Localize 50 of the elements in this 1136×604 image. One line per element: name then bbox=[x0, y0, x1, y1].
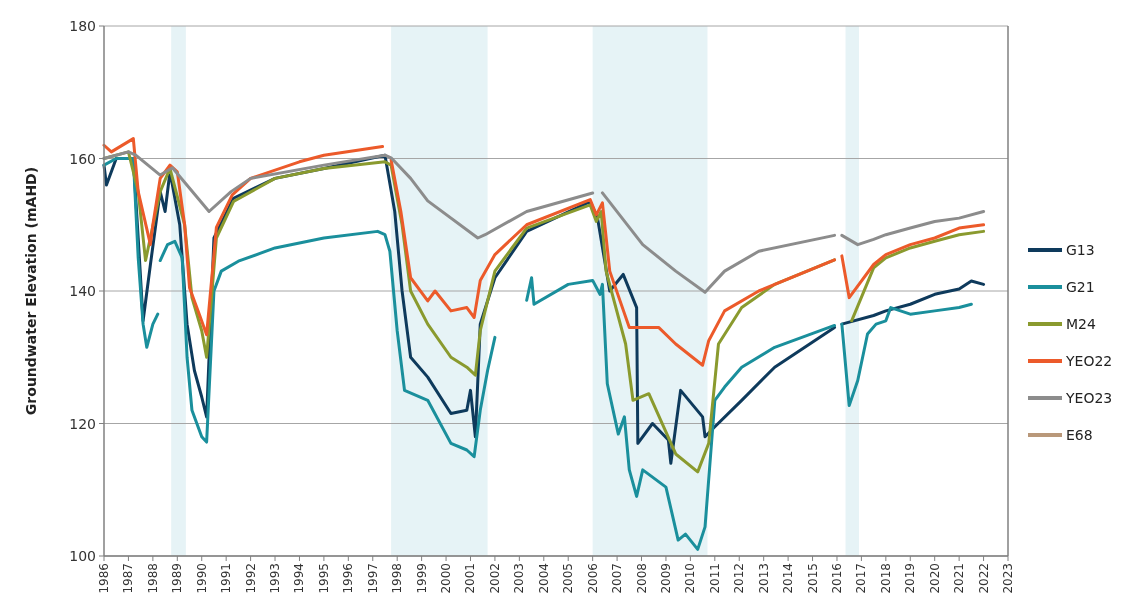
y-tick-label: 140 bbox=[69, 283, 96, 299]
x-tick-label: 1996 bbox=[341, 563, 356, 594]
x-tick-label: 2021 bbox=[952, 563, 967, 594]
x-tick-label: 2006 bbox=[585, 563, 600, 594]
x-tick-label: 2023 bbox=[1001, 563, 1015, 594]
y-tick-label: 160 bbox=[69, 150, 96, 167]
x-tick-label: 2010 bbox=[683, 563, 698, 594]
legend-label: YEO23 bbox=[1065, 390, 1113, 406]
x-tick-label: 1988 bbox=[145, 563, 160, 594]
x-tick-label: 1995 bbox=[316, 563, 331, 594]
x-tick-label: 1990 bbox=[194, 563, 209, 594]
x-tick-label: 2020 bbox=[927, 563, 942, 594]
y-tick-label: 120 bbox=[69, 415, 96, 432]
x-tick-label: 2013 bbox=[756, 563, 771, 594]
x-tick-label: 2002 bbox=[487, 563, 502, 594]
x-tick-label: 2004 bbox=[536, 563, 551, 594]
x-tick-label: 2000 bbox=[439, 563, 454, 594]
y-tick-label: 180 bbox=[69, 18, 96, 34]
legend-label: G21 bbox=[1066, 279, 1095, 295]
x-tick-label: 1997 bbox=[365, 563, 380, 594]
x-tick-label: 1998 bbox=[390, 563, 405, 594]
x-tick-label: 2015 bbox=[805, 563, 820, 594]
x-tick-label: 2005 bbox=[561, 563, 576, 594]
legend-label: M24 bbox=[1066, 316, 1096, 332]
x-tick-label: 2017 bbox=[854, 563, 869, 594]
x-tick-label: 1999 bbox=[414, 563, 429, 594]
x-tick-label: 1993 bbox=[268, 563, 283, 594]
x-tick-label: 2022 bbox=[976, 563, 991, 594]
legend-label: YEO22 bbox=[1065, 353, 1113, 369]
x-tick-label: 1991 bbox=[219, 563, 234, 594]
x-tick-label: 1992 bbox=[243, 563, 258, 594]
y-axis-title: Groundwater Elevation (mAHD) bbox=[23, 166, 39, 416]
x-tick-label: 2011 bbox=[707, 563, 722, 594]
y-tick-label: 100 bbox=[69, 548, 96, 564]
legend-label: E68 bbox=[1066, 427, 1093, 443]
x-tick-label: 2003 bbox=[512, 563, 527, 594]
x-tick-label: 2009 bbox=[658, 563, 673, 594]
legend-label: G13 bbox=[1066, 242, 1095, 258]
x-tick-label: 2014 bbox=[781, 563, 796, 594]
x-tick-label: 1986 bbox=[97, 563, 111, 594]
x-tick-label: 2018 bbox=[878, 563, 893, 594]
x-tick-label: 1987 bbox=[121, 563, 136, 594]
x-tick-label: 2019 bbox=[903, 563, 918, 594]
x-tick-label: 1994 bbox=[292, 563, 307, 594]
x-tick-label: 2008 bbox=[634, 563, 649, 594]
x-tick-label: 2001 bbox=[463, 563, 478, 594]
x-tick-label: 2012 bbox=[732, 563, 747, 594]
x-tick-label: 2016 bbox=[829, 563, 844, 594]
x-tick-label: 1989 bbox=[170, 563, 185, 594]
x-tick-label: 2007 bbox=[610, 563, 625, 594]
